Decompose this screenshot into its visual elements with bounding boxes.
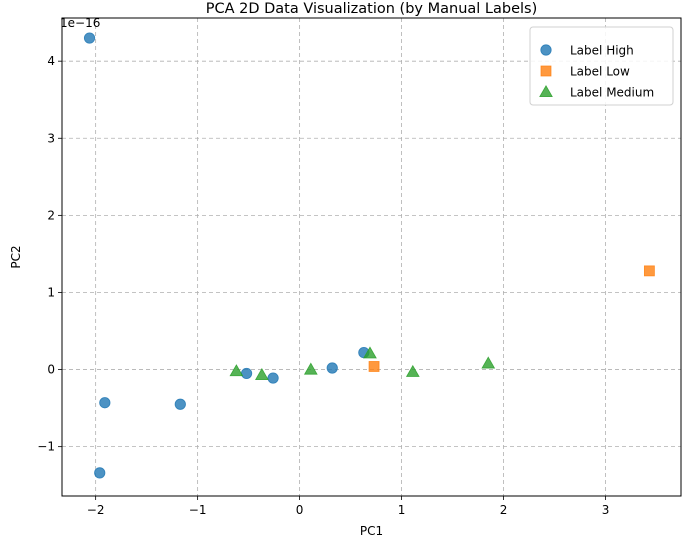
data-point-circle [99,397,111,409]
data-point-square [643,265,655,277]
data-point-circle [83,32,96,44]
x-tick-label: 0 [296,503,304,517]
y-tick-label: 3 [47,131,55,145]
y-tick-label: 2 [47,208,55,222]
legend-label: Label High [570,44,634,58]
data-point-triangle [254,367,269,381]
legend-label: Label Medium [570,86,654,100]
y-scale-offset-label: 1e−16 [60,16,100,30]
data-point-square [368,361,380,372]
legend-marker-square [540,65,552,77]
legend-label: Label Low [570,65,630,79]
data-point-circle [326,362,338,374]
x-tick-label: −1 [189,503,207,517]
y-tick-label: 0 [47,363,55,377]
legend-box [529,26,674,106]
y-tick-label: 1 [47,285,55,299]
chart-title: PCA 2D Data Visualization (by Manual Lab… [206,1,538,17]
x-axis-label: PC1 [360,524,383,538]
grid [62,18,681,496]
data-point-triangle [363,346,377,359]
legend-marker-triangle [539,84,553,98]
x-tick-label: 2 [500,503,508,517]
y-tick-label: −1 [37,440,55,454]
data-points [83,32,655,479]
legend: Label High Label Low Label Medium [529,26,674,106]
y-tick-label: 4 [47,54,55,68]
data-point-circle [174,398,186,410]
plot-frame [61,17,682,497]
data-point-circle [94,467,106,479]
data-point-triangle [481,356,496,369]
x-tick-label: 3 [602,503,610,517]
data-point-triangle [405,364,420,377]
data-point-triangle [303,362,318,375]
data-point-triangle [229,364,244,377]
data-point-circle [267,372,279,384]
data-point-circle [240,367,253,380]
x-tick-label: 1 [398,503,406,517]
axis-ticks: −2 −1 0 1 2 3 −1 0 1 2 3 4 [37,54,609,517]
legend-marker-circle [540,44,552,56]
y-axis-label: PC2 [9,245,23,268]
x-tick-label: −2 [87,503,105,517]
